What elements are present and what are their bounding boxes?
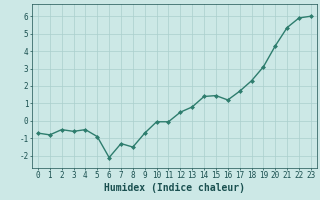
X-axis label: Humidex (Indice chaleur): Humidex (Indice chaleur)	[104, 183, 245, 193]
